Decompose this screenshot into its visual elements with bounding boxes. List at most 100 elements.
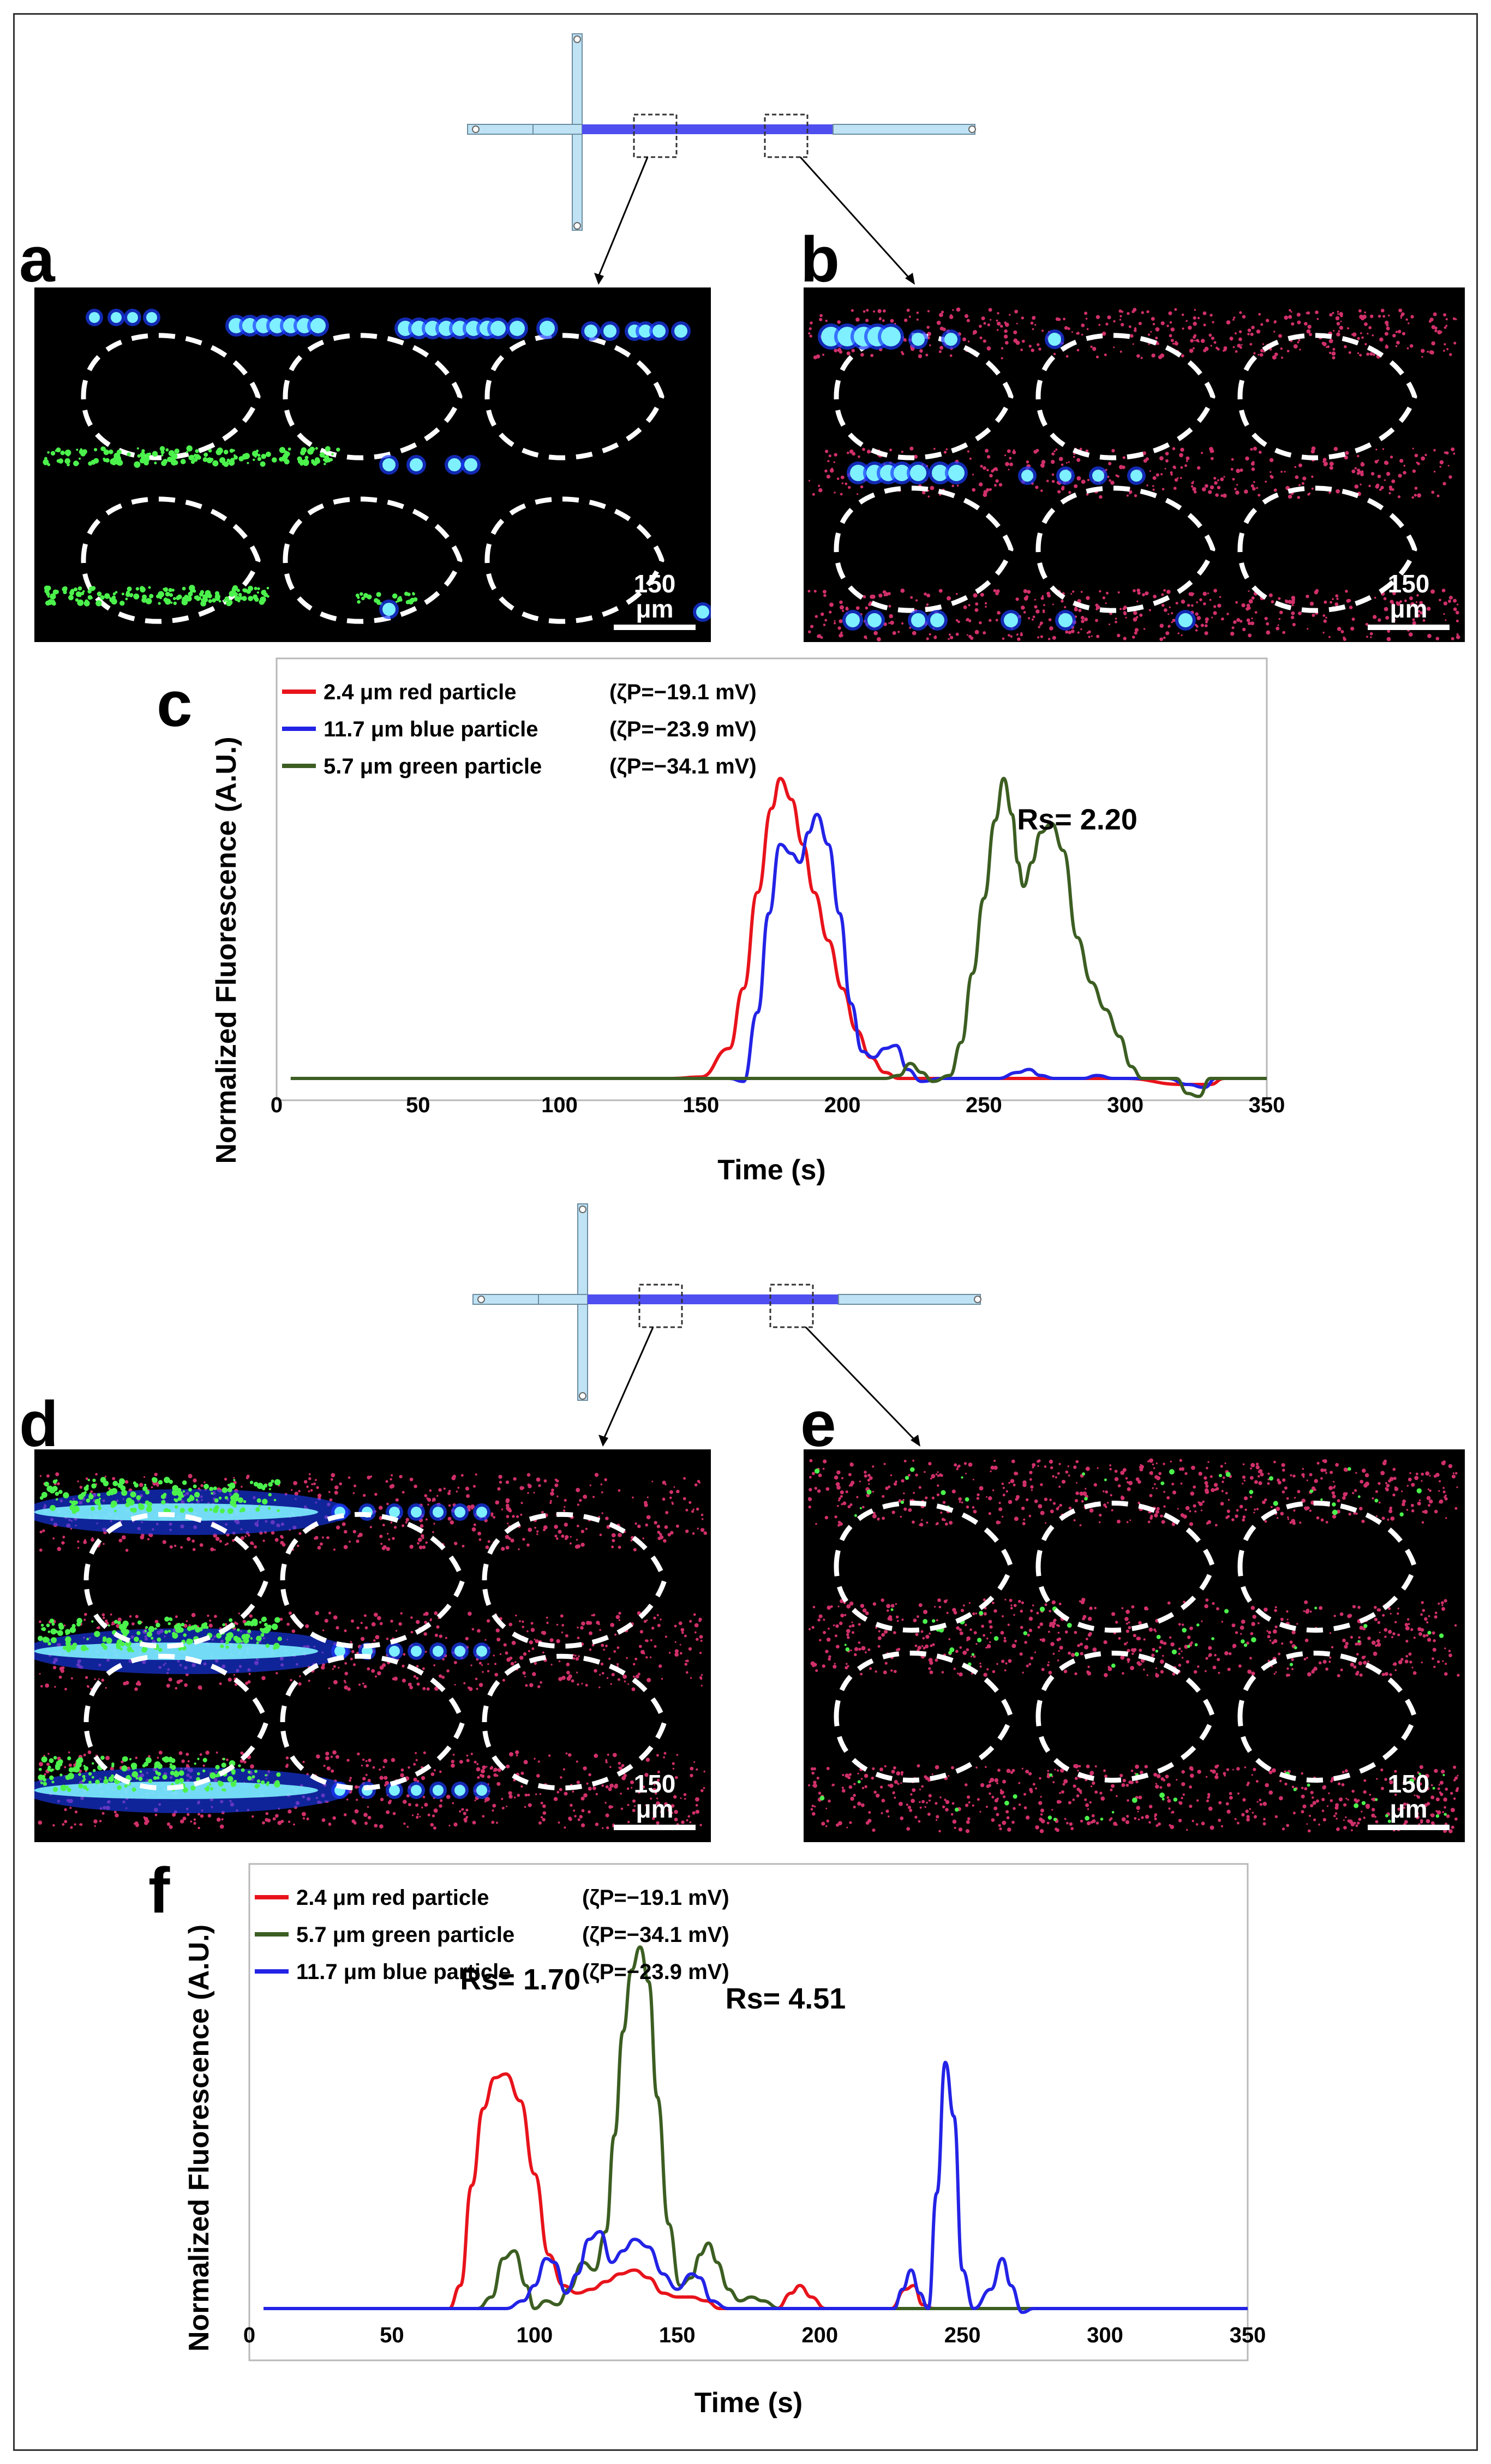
red-particle-signal bbox=[1088, 636, 1091, 638]
red-particle-signal bbox=[812, 493, 815, 496]
red-particle-signal bbox=[1164, 608, 1167, 612]
pointer-arrow-b bbox=[799, 156, 911, 279]
red-particle-signal bbox=[1337, 313, 1339, 315]
red-particle-signal bbox=[943, 451, 947, 454]
red-particle-signal bbox=[61, 1541, 65, 1545]
red-particle-signal bbox=[1095, 355, 1099, 358]
red-particle-signal bbox=[989, 473, 993, 478]
red-particle-signal bbox=[834, 622, 836, 625]
red-particle-signal bbox=[1288, 315, 1292, 319]
red-particle-signal bbox=[1132, 636, 1135, 639]
green-particle bbox=[336, 447, 340, 452]
red-particle-signal bbox=[1351, 469, 1356, 473]
red-particle-signal bbox=[676, 1490, 680, 1494]
red-particle-signal bbox=[1369, 352, 1373, 356]
red-particle-signal bbox=[1217, 485, 1221, 489]
red-particle-signal bbox=[1439, 465, 1441, 468]
legend-zeta-blue: (ζP=−23.9 mV) bbox=[609, 717, 757, 741]
green-particle bbox=[161, 454, 164, 457]
red-particle-signal bbox=[1034, 605, 1038, 609]
red-particle-signal bbox=[926, 637, 929, 640]
red-particle-signal bbox=[819, 317, 823, 321]
red-particle-signal bbox=[890, 319, 894, 323]
red-particle-signal bbox=[466, 1494, 470, 1498]
red-particle-signal bbox=[1081, 333, 1083, 336]
red-particle-signal bbox=[1419, 601, 1423, 605]
red-particle-signal bbox=[1330, 332, 1332, 334]
red-particle-signal bbox=[192, 1548, 196, 1551]
red-particle-signal bbox=[1249, 343, 1253, 346]
red-particle-signal bbox=[1061, 463, 1064, 466]
red-particle-signal bbox=[1105, 322, 1109, 326]
red-particle-signal bbox=[1201, 487, 1206, 491]
red-particle-signal bbox=[166, 1683, 170, 1688]
red-particle-signal bbox=[1369, 632, 1373, 636]
red-particle-signal bbox=[526, 1543, 530, 1547]
red-particle-signal bbox=[224, 1543, 227, 1546]
red-particle-signal bbox=[1297, 320, 1301, 325]
red-particle-signal bbox=[1409, 596, 1413, 601]
red-particle-signal bbox=[657, 1531, 661, 1534]
red-particle-signal bbox=[1314, 590, 1319, 595]
red-particle-signal bbox=[487, 1670, 490, 1672]
series-line-red bbox=[290, 777, 1267, 1086]
red-particle-signal bbox=[210, 1547, 214, 1551]
red-particle-signal bbox=[1068, 491, 1071, 494]
red-particle-signal bbox=[1003, 334, 1008, 339]
red-particle-signal bbox=[1220, 477, 1224, 482]
green-particle bbox=[136, 447, 139, 450]
red-particle-signal bbox=[878, 317, 882, 321]
red-particle-signal bbox=[386, 1546, 390, 1551]
red-particle-signal bbox=[860, 485, 864, 489]
red-particle-signal bbox=[665, 1510, 669, 1514]
red-particle-signal bbox=[824, 619, 828, 622]
red-particle-signal bbox=[529, 1683, 534, 1687]
red-particle-signal bbox=[77, 1540, 80, 1543]
red-particle-signal bbox=[1291, 604, 1294, 607]
green-particle bbox=[413, 597, 418, 602]
red-particle-signal bbox=[1068, 631, 1071, 634]
red-particle-signal bbox=[1169, 321, 1172, 324]
green-particle bbox=[73, 460, 79, 466]
green-particle bbox=[76, 448, 79, 451]
red-particle-signal bbox=[1108, 624, 1111, 626]
red-particle-signal bbox=[565, 1535, 569, 1539]
red-particle-signal bbox=[1051, 479, 1055, 483]
red-particle-signal bbox=[1385, 616, 1390, 620]
red-particle-signal bbox=[1203, 323, 1206, 327]
red-particle-signal bbox=[1221, 617, 1224, 621]
red-particle-signal bbox=[924, 592, 927, 596]
red-particle-signal bbox=[1286, 350, 1290, 352]
red-particle-signal bbox=[1253, 446, 1258, 451]
red-particle-signal bbox=[556, 1495, 559, 1497]
red-particle-signal bbox=[1335, 316, 1340, 321]
red-particle-signal bbox=[1053, 450, 1056, 452]
red-particle-signal bbox=[315, 1479, 317, 1481]
red-particle-signal bbox=[1038, 347, 1041, 351]
zoom-box-2 bbox=[764, 113, 809, 158]
red-particle-signal bbox=[1328, 636, 1331, 638]
red-particle-signal bbox=[1251, 596, 1255, 600]
red-particle-signal bbox=[1260, 323, 1264, 326]
red-particle-signal bbox=[378, 1506, 383, 1510]
red-particle-signal bbox=[1152, 476, 1157, 480]
panel-label-a: a bbox=[19, 224, 55, 296]
red-particle-signal bbox=[682, 1497, 686, 1501]
red-particle-signal bbox=[1184, 464, 1188, 467]
red-particle-signal bbox=[1367, 333, 1369, 335]
red-particle-signal bbox=[1358, 309, 1362, 313]
red-particle-signal bbox=[1008, 469, 1010, 471]
red-particle-signal bbox=[1040, 635, 1043, 638]
green-particle bbox=[219, 457, 226, 464]
red-particle-signal bbox=[700, 1513, 704, 1516]
red-particle-signal bbox=[1095, 315, 1100, 319]
micrograph-b: 150 μm bbox=[804, 287, 1465, 642]
green-particle bbox=[95, 600, 102, 607]
red-particle-signal bbox=[448, 1504, 451, 1507]
green-particle bbox=[50, 599, 56, 605]
green-particle bbox=[208, 448, 212, 453]
red-particle-signal bbox=[1222, 493, 1227, 498]
resolution-annotation: Rs= 2.20 bbox=[1017, 804, 1137, 836]
red-particle-signal bbox=[46, 1474, 50, 1478]
red-particle-signal bbox=[424, 1494, 428, 1497]
